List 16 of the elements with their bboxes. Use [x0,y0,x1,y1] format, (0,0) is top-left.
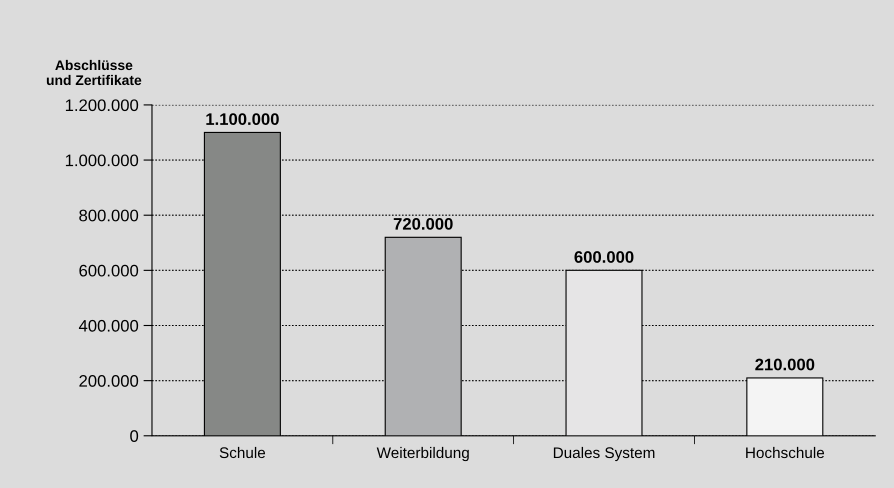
y-tick-label: 200.000 [79,375,138,387]
x-tick-label: Weiterbildung [376,446,469,462]
data-label: 720.000 [394,218,453,230]
data-label: 600.000 [574,251,634,263]
y-tick-label: 400.000 [78,320,138,332]
y-axis-title: Abschlüsse und Zertifikate [46,60,142,86]
data-label: 210.000 [755,358,814,370]
y-tick-label: 800.000 [79,210,138,222]
x-tick-label: Hochschule [746,446,824,458]
y-tick-label: 0 [130,430,138,442]
y-tick-label: 1.000.000 [66,154,138,166]
y-tick-label: 1.200.000 [66,99,138,112]
data-label: 1.100.000 [206,113,279,126]
x-tick-label: Duales System [554,446,654,462]
x-tick-label: Schule [220,446,266,458]
y-tick-label: 600.000 [79,264,138,277]
